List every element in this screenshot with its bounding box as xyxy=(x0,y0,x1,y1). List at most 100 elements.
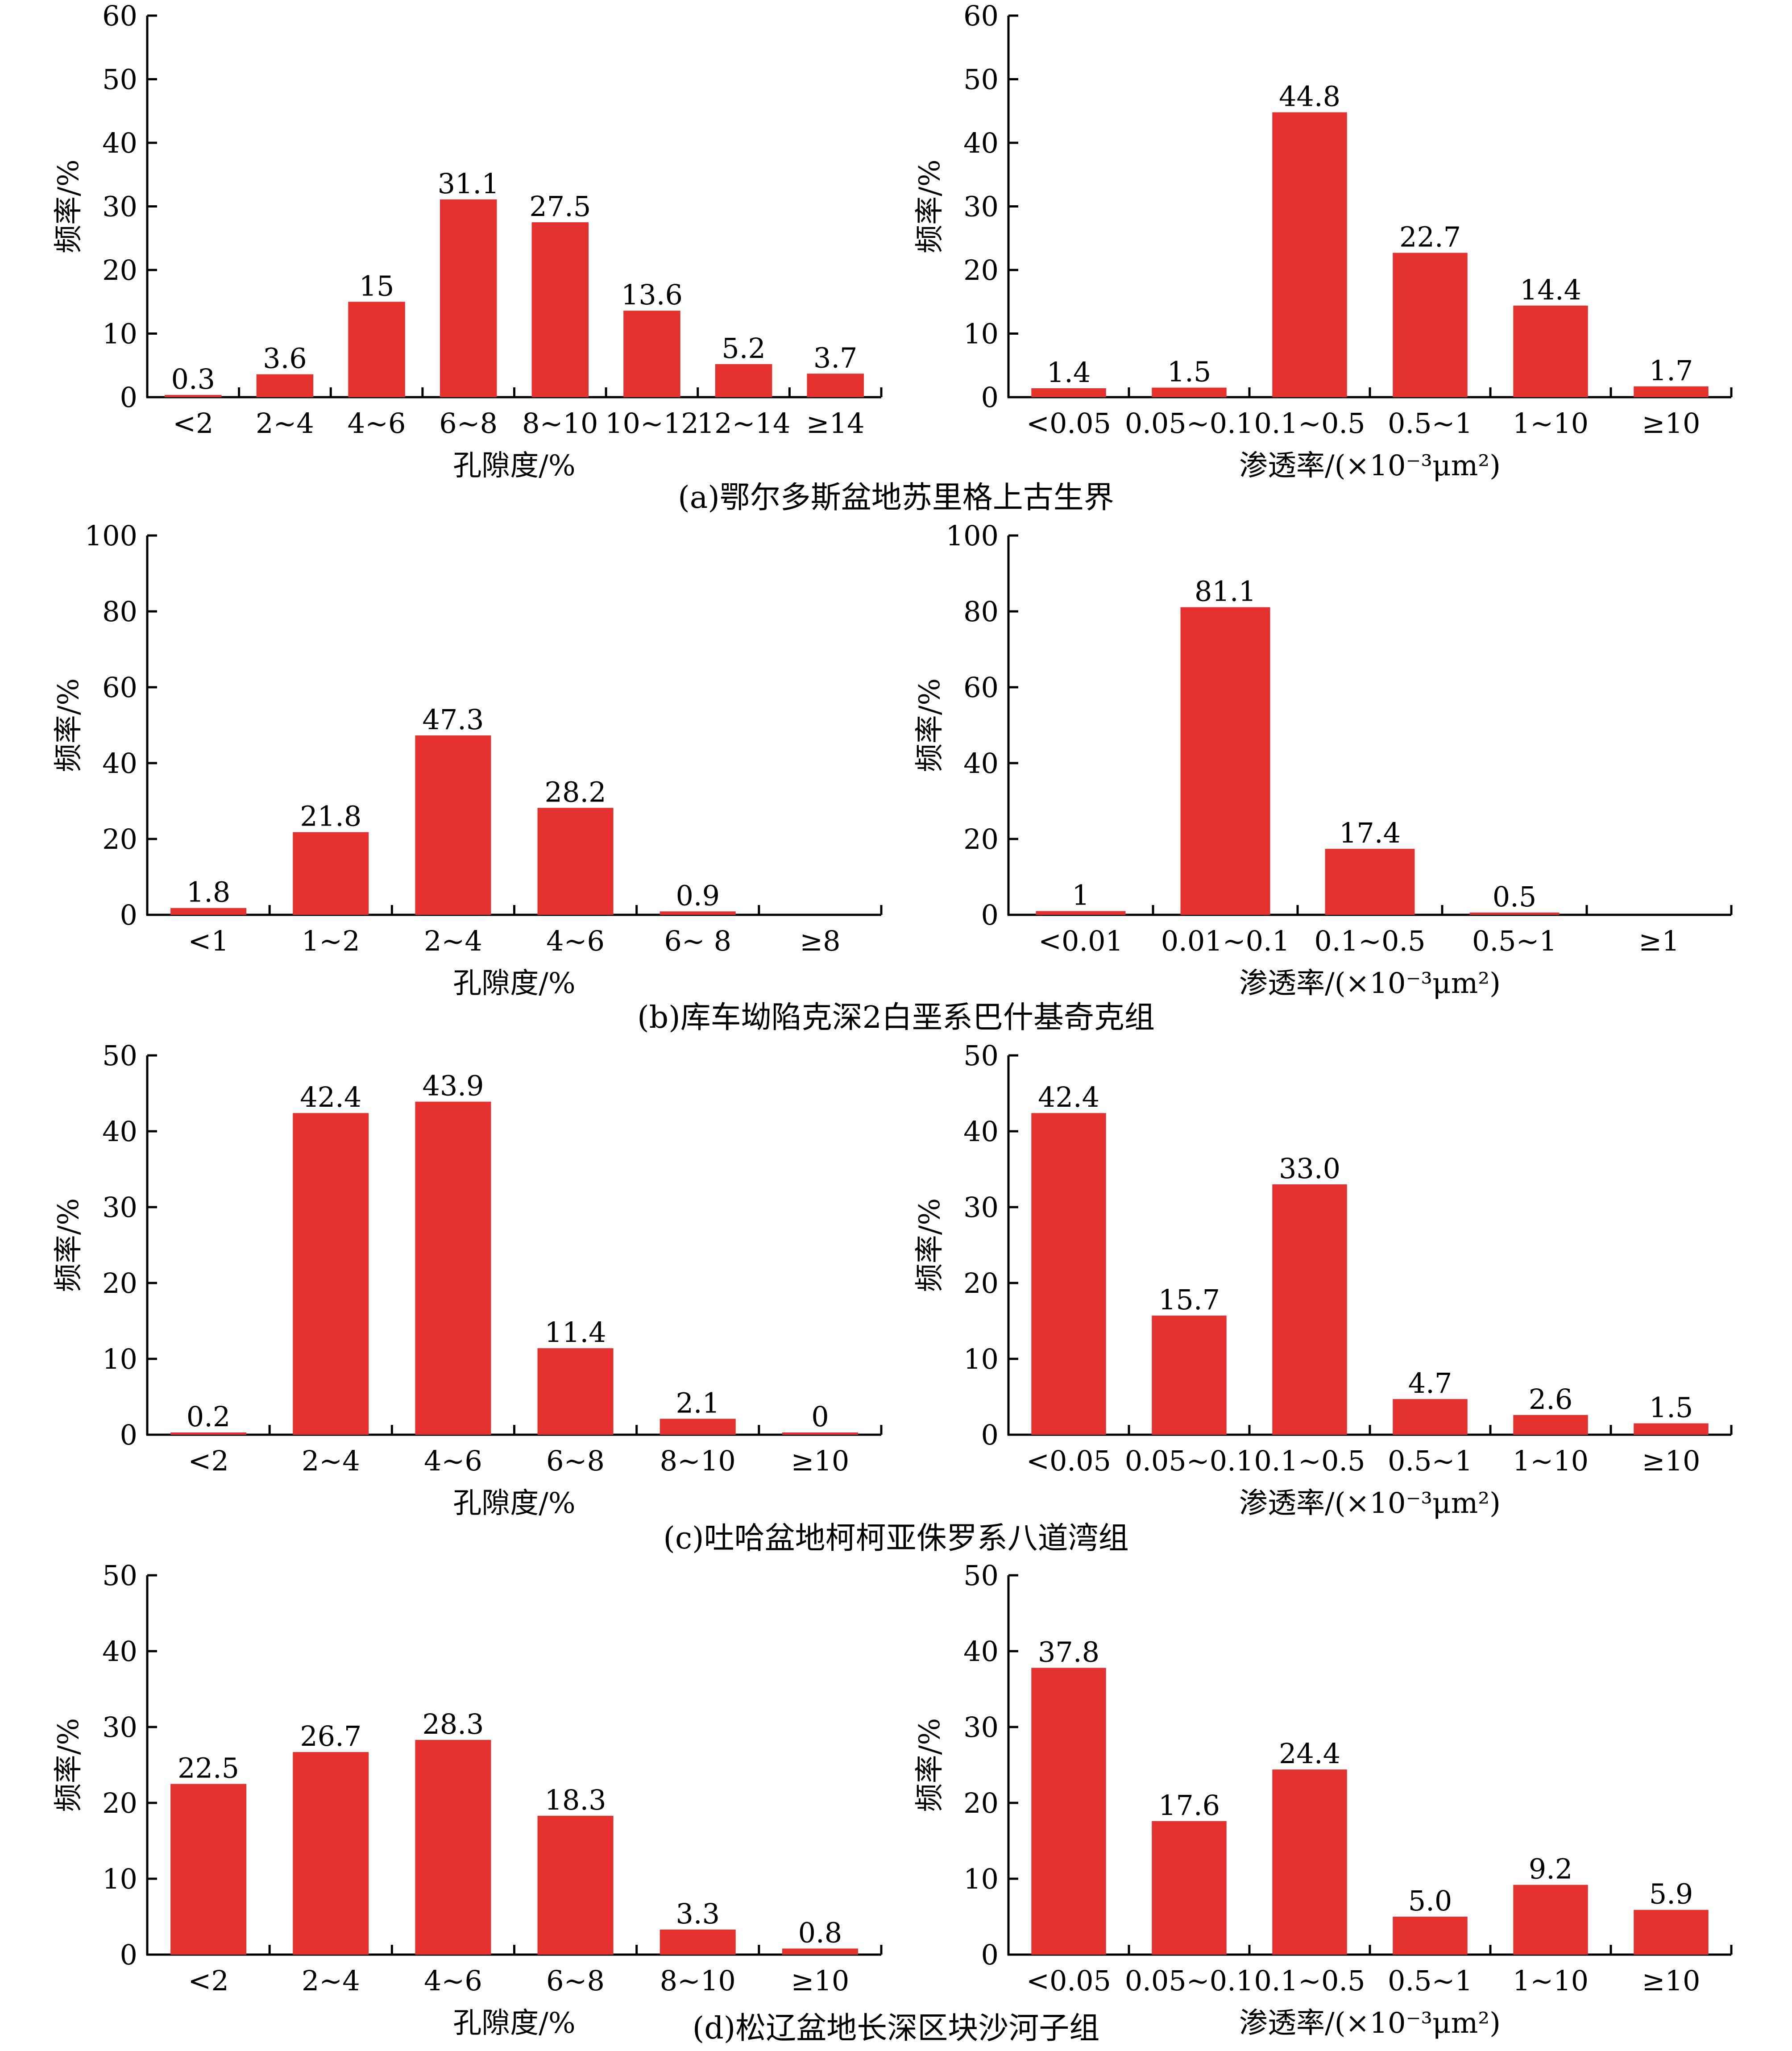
category-label: <0.01 xyxy=(1038,925,1123,957)
bar xyxy=(348,302,405,397)
bar xyxy=(170,1432,247,1435)
bar xyxy=(1469,913,1560,915)
y-tick-label: 30 xyxy=(102,1191,137,1224)
value-label: 1.8 xyxy=(187,876,231,909)
y-axis-title: 频率/% xyxy=(52,1198,85,1292)
value-label: 27.5 xyxy=(529,190,591,223)
chart-c-left: 0 10 20 30 40 50 0.2 <2 42.4 2~4 43.9 4~6 11.4 6~8 2.1… xyxy=(52,1039,883,1520)
y-axis-title: 频率/% xyxy=(52,159,85,253)
bar xyxy=(1031,1113,1106,1435)
category-label: 1~10 xyxy=(1513,1964,1589,1997)
bar xyxy=(1513,1885,1588,1955)
value-label: 1.5 xyxy=(1167,356,1211,388)
value-label: 17.4 xyxy=(1339,817,1401,849)
value-label: 15.7 xyxy=(1158,1283,1220,1316)
bar xyxy=(1180,607,1270,915)
bar xyxy=(165,395,222,397)
value-label: 1.4 xyxy=(1047,356,1091,389)
category-label: 0.1~0.5 xyxy=(1254,1964,1365,1997)
value-label: 0 xyxy=(811,1400,829,1433)
x-axis-title: 孔隙度/% xyxy=(453,2007,575,2040)
y-tick-label: 0 xyxy=(981,381,999,414)
category-label: <2 xyxy=(188,1445,228,1477)
category-label: 4~6 xyxy=(424,1964,482,1997)
y-tick-label: 80 xyxy=(102,595,137,628)
category-label: <0.05 xyxy=(1026,1445,1111,1477)
category-label: 0.05~0.1 xyxy=(1125,1964,1254,1997)
category-label: ≥1 xyxy=(1639,925,1679,957)
value-label: 22.7 xyxy=(1399,221,1461,253)
value-label: 0.8 xyxy=(798,1916,842,1949)
category-label: 0.5~1 xyxy=(1388,1445,1473,1477)
y-tick-label: 0 xyxy=(981,1419,999,1451)
bar xyxy=(1634,386,1709,397)
category-label: 0.01~0.1 xyxy=(1161,925,1290,957)
y-tick-label: 0 xyxy=(120,1419,137,1451)
category-label: 1~2 xyxy=(302,925,360,957)
value-label: 0.2 xyxy=(187,1400,231,1433)
y-axis-title: 频率/% xyxy=(913,159,946,253)
y-tick-label: 40 xyxy=(963,1635,999,1668)
category-label: 6~8 xyxy=(546,1445,605,1477)
bar xyxy=(807,374,864,397)
y-tick-label: 10 xyxy=(102,1863,137,1895)
category-label: 4~6 xyxy=(348,407,406,440)
y-tick-label: 100 xyxy=(85,519,137,552)
category-label: <0.05 xyxy=(1026,1964,1111,1997)
category-label: 6~8 xyxy=(546,1964,605,1997)
bar xyxy=(1152,1821,1227,1955)
x-axis-title: 孔隙度/% xyxy=(453,967,575,1000)
bar xyxy=(415,1101,491,1435)
category-label: <0.05 xyxy=(1026,407,1111,440)
category-label: 8~10 xyxy=(660,1445,736,1477)
y-axis-title: 频率/% xyxy=(913,678,946,772)
bar xyxy=(537,1815,614,1955)
value-label: 3.6 xyxy=(263,342,307,375)
category-label: 4~6 xyxy=(424,1445,482,1477)
value-label: 28.2 xyxy=(545,776,606,808)
y-tick-label: 40 xyxy=(102,747,137,780)
value-label: 1.7 xyxy=(1649,354,1693,387)
bar xyxy=(1152,387,1227,397)
y-tick-label: 20 xyxy=(102,1267,137,1300)
value-label: 1.5 xyxy=(1649,1391,1693,1424)
y-axis-title: 频率/% xyxy=(913,1198,946,1292)
y-tick-label: 30 xyxy=(963,1191,999,1224)
caption-d: (d)松辽盆地长深区块沙河子组 xyxy=(693,2011,1100,2046)
category-label: ≥10 xyxy=(791,1964,849,1997)
value-label: 5.9 xyxy=(1649,1878,1693,1910)
y-axis-title: 频率/% xyxy=(913,1718,946,1812)
category-label: 0.05~0.1 xyxy=(1125,1445,1254,1477)
y-tick-label: 10 xyxy=(963,1863,999,1895)
y-tick-label: 0 xyxy=(120,1939,137,1971)
value-label: 0.5 xyxy=(1493,880,1537,913)
value-label: 0.9 xyxy=(676,879,720,912)
y-tick-label: 60 xyxy=(102,0,137,32)
y-tick-label: 10 xyxy=(963,318,999,350)
value-label: 5.0 xyxy=(1408,1885,1452,1917)
caption-a: (a)鄂尔多斯盆地苏里格上古生界 xyxy=(678,480,1114,515)
bar xyxy=(1272,1769,1347,1955)
value-label: 5.2 xyxy=(722,332,766,365)
category-label: 6~ 8 xyxy=(664,925,731,957)
value-label: 3.7 xyxy=(813,341,858,374)
bar xyxy=(293,1752,369,1955)
chart-b-right: 0 20 40 60 80 100 1 <0.01 81.1 0.01~0.1 17.4 0.1~0.… xyxy=(913,519,1733,1000)
y-tick-label: 20 xyxy=(963,823,999,855)
bar xyxy=(440,199,497,397)
bar xyxy=(782,1948,858,1955)
category-label: ≥10 xyxy=(1642,1964,1701,1997)
x-axis-title: 孔隙度/% xyxy=(453,1487,575,1520)
value-label: 22.5 xyxy=(178,1752,239,1785)
category-label: 0.1~0.5 xyxy=(1314,925,1425,957)
category-label: <2 xyxy=(188,1964,228,1997)
caption-c: (c)吐哈盆地柯柯亚侏罗系八道湾组 xyxy=(663,1521,1128,1556)
x-axis-title: 渗透率/(×10⁻³μm²) xyxy=(1239,2007,1501,2040)
y-tick-label: 30 xyxy=(963,1711,999,1744)
value-label: 24.4 xyxy=(1279,1737,1340,1770)
bar xyxy=(1393,1917,1468,1955)
y-tick-label: 80 xyxy=(963,595,999,628)
y-tick-label: 40 xyxy=(963,1115,999,1148)
y-tick-label: 0 xyxy=(981,899,999,931)
